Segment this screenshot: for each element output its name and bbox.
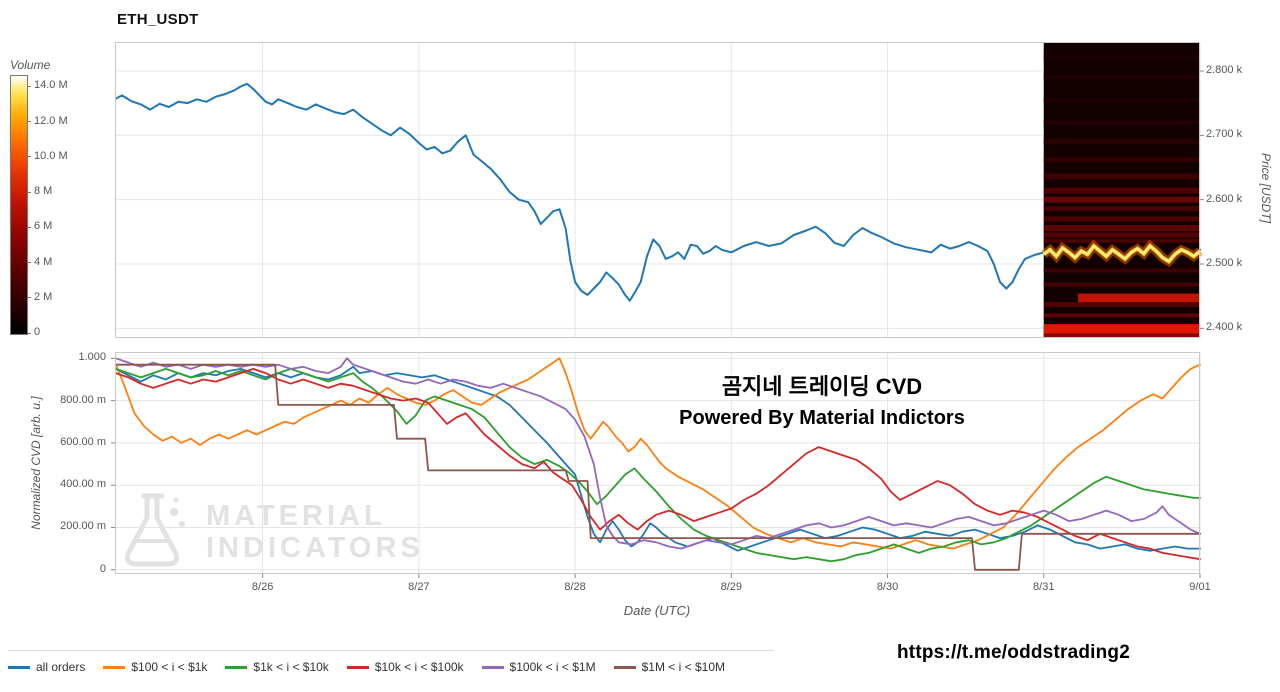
legend-item-label: $100 < i < $1k <box>131 660 208 674</box>
legend-swatch <box>103 665 126 669</box>
price-axis-title: Price [USDT] <box>1259 152 1273 224</box>
volume-tick-label: 12.0 M <box>34 114 68 127</box>
volume-tickmark <box>27 332 31 334</box>
cvd-tick-label: 1.000 <box>78 351 106 364</box>
legend-swatch <box>225 665 248 669</box>
flask-icon <box>124 493 185 567</box>
telegram-link: https://t.me/oddstrading2 <box>897 642 1130 663</box>
volume-tick-label: 14.0 M <box>34 79 68 92</box>
cvd-axis-title: Normalized CVD [arb. u.] <box>29 396 43 530</box>
legend-swatch <box>8 665 30 669</box>
cvd-tick-label: 400.00 m <box>60 478 106 491</box>
price-tick-label: 2.800 k <box>1206 63 1243 76</box>
cvd-tick-label: 0 <box>99 562 106 575</box>
volume-tickmark <box>27 156 31 158</box>
date-tick-label: 8/28 <box>564 581 586 593</box>
volume-tickmark <box>27 121 31 123</box>
volume-tickmark <box>27 297 31 299</box>
volume-tickmark <box>27 262 31 264</box>
legend: all orders $100 < i < $1k $1k < i < $10k $1… <box>8 650 774 674</box>
volume-axis-title: Volume <box>10 58 51 72</box>
legend-item-label: $1k < i < $10k <box>253 660 329 674</box>
watermark-line2: INDICATORS <box>206 532 424 564</box>
legend-item[interactable]: $100 < i < $1k <box>103 660 207 674</box>
legend-item-label: $1M < i < $10M <box>641 660 725 674</box>
liquidity-heatmap <box>1041 42 1203 338</box>
price-tick-label: 2.600 k <box>1206 192 1243 205</box>
legend-item-label: $100k < i < $1M <box>509 660 596 674</box>
date-axis-title: Date (UTC) <box>623 603 691 618</box>
legend-item[interactable]: $1M < i < $10M <box>613 660 725 674</box>
legend-item[interactable]: $100k < i < $1M <box>481 660 596 674</box>
legend-item[interactable]: $10k < i < $100k <box>346 660 464 674</box>
volume-tick-label: 4 M <box>34 255 53 268</box>
cvd-chart-canvas[interactable] <box>111 352 1201 578</box>
volume-tickmark <box>27 226 31 228</box>
overlay-title-line2: Powered By Material Indictors <box>679 406 965 429</box>
cvd-tick-label: 600.00 m <box>60 435 106 448</box>
date-tick-label: 9/01 <box>1189 581 1211 593</box>
volume-tickmark <box>27 191 31 193</box>
watermark-text: MATERIAL INDICATORS <box>206 500 424 565</box>
volume-tick-label: 6 M <box>34 220 53 233</box>
watermark-line1: MATERIAL <box>206 499 386 532</box>
legend-swatch <box>613 665 636 669</box>
date-tick-label: 8/30 <box>876 581 899 593</box>
legend-item-label: all orders <box>36 660 86 674</box>
volume-colorbar <box>10 75 28 335</box>
volume-tick-label: 2 M <box>34 290 53 303</box>
volume-tick-label: 0 <box>34 326 41 338</box>
legend-item[interactable]: $1k < i < $10k <box>225 660 329 674</box>
cvd-tick-label: 200.00 m <box>60 520 106 533</box>
volume-tickmark <box>27 85 31 87</box>
overlay-title: 곰지네 트레이딩 CVD Powered By Material Indicto… <box>679 372 965 433</box>
volume-tick-label: 10.0 M <box>34 149 68 162</box>
legend-item[interactable]: all orders <box>8 660 85 674</box>
chart-title: ETH_USDT <box>117 11 199 28</box>
price-tick-label: 2.700 k <box>1206 128 1243 141</box>
legend-item-label: $10k < i < $100k <box>374 660 464 674</box>
date-tick-label: 8/31 <box>1033 581 1055 593</box>
volume-tick-label: 8 M <box>34 185 53 198</box>
price-tick-label: 2.500 k <box>1206 257 1243 269</box>
price-tick-label: 2.400 k <box>1206 321 1243 334</box>
date-tick-label: 8/26 <box>251 581 274 593</box>
price-chart-canvas[interactable] <box>114 42 1204 338</box>
date-tick-label: 8/27 <box>408 581 430 593</box>
legend-swatch <box>346 665 369 669</box>
date-tick-label: 8/29 <box>720 581 743 593</box>
watermark: MATERIAL INDICATORS <box>116 490 424 574</box>
overlay-title-line1: 곰지네 트레이딩 CVD <box>721 374 923 399</box>
legend-swatch <box>481 665 504 669</box>
cvd-tick-label: 800.00 m <box>60 393 106 406</box>
